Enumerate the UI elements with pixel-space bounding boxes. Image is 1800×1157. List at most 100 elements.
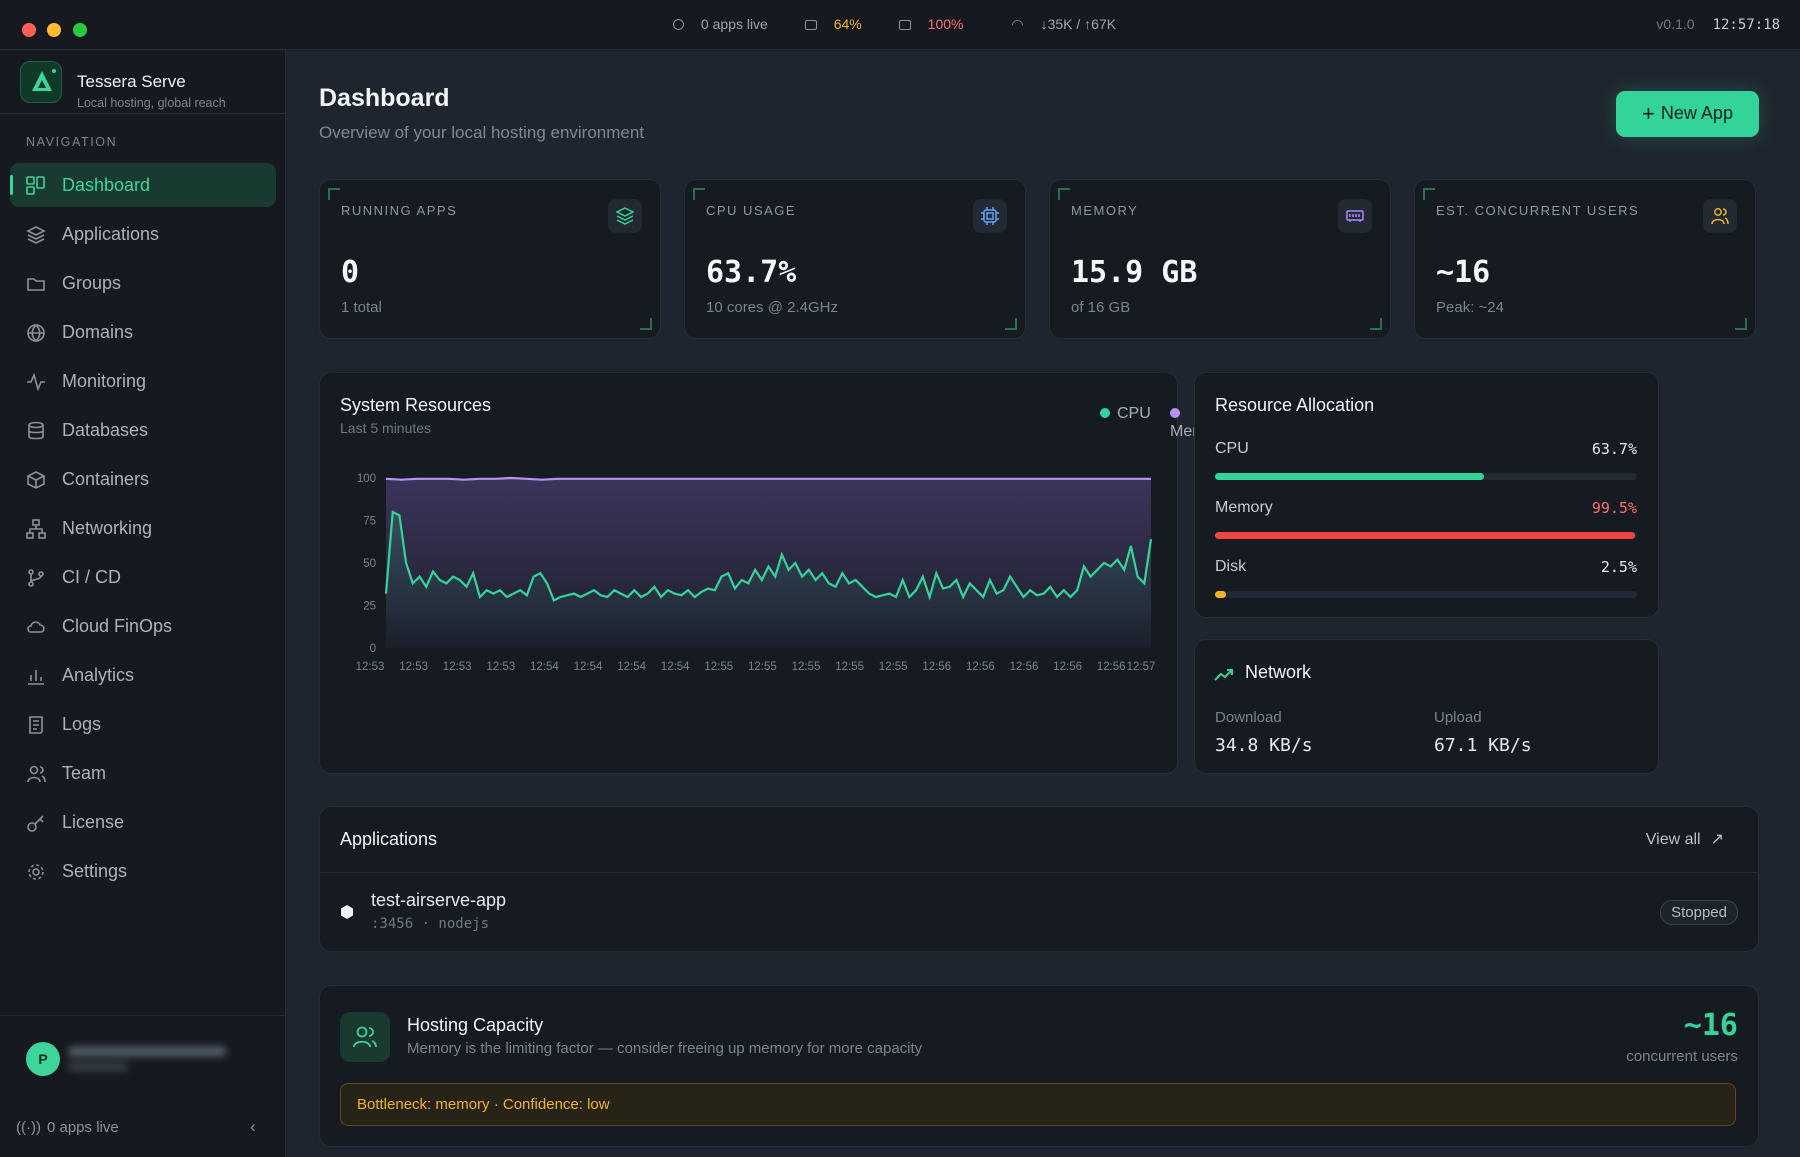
sidebar-item-networking[interactable]: Networking [10, 506, 276, 550]
x-tick-label: 12:56 [922, 661, 951, 673]
kpi-card-est-concurrent-users: EST. CONCURRENT USERS ~16 Peak: ~24 [1414, 179, 1756, 339]
y-tick-label: 0 [370, 643, 376, 655]
system-resources-card: System Resources Last 5 minutes CPU Memo… [319, 372, 1228, 774]
view-all-link[interactable]: View all ↗ [1646, 829, 1724, 849]
sidebar-item-logs[interactable]: Logs [10, 702, 276, 746]
kpi-label: RUNNING APPS [341, 203, 458, 218]
download-label: Download [1215, 709, 1282, 726]
capacity-unit: concurrent users [1626, 1048, 1738, 1065]
x-tick-label: 12:54 [617, 661, 646, 673]
sidebar-item-label: Containers [62, 469, 150, 489]
plus-icon: + [1642, 101, 1655, 126]
page-title: Dashboard [319, 84, 450, 112]
kpi-label: MEMORY [1071, 203, 1139, 218]
sidebar-item-domains[interactable]: Domains [10, 310, 276, 354]
sidebar-item-databases[interactable]: Databases [10, 408, 276, 452]
sidebar-item-containers[interactable]: Containers [10, 457, 276, 501]
cpu-status-value: 64% [833, 16, 862, 32]
brand-tagline: Local hosting, global reach [77, 96, 226, 110]
nav-section-title: NAVIGATION [26, 135, 118, 149]
sidebar-item-license[interactable]: License [10, 800, 276, 844]
sidebar-item-analytics[interactable]: Analytics [10, 653, 276, 697]
gear-icon [28, 864, 44, 880]
capacity-subtitle: Memory is the limiting factor — consider… [407, 1040, 923, 1057]
memory-status: 100% [898, 16, 975, 32]
corner-accent [1005, 318, 1017, 330]
sidebar-item-label: CI / CD [62, 567, 122, 587]
sidebar-item-label: Logs [62, 714, 102, 734]
status-strip: 0 apps live 64% 100% ◠ ↓35K / ↑67K [0, 16, 1800, 33]
x-tick-label: 12:53 [356, 661, 385, 673]
memory-icon [1338, 199, 1372, 233]
kpi-label: CPU USAGE [706, 203, 797, 218]
activity-icon [27, 372, 45, 392]
database-icon [28, 421, 44, 440]
sidebar-apps-live: ((·)) 0 apps live [16, 1119, 119, 1136]
sidebar-item-label: Monitoring [62, 371, 147, 391]
corner-accent [1423, 188, 1435, 200]
kpi-subtext: 1 total [341, 299, 382, 316]
apps-live-text: 0 apps live [700, 16, 768, 32]
kpi-value: ~16 [1436, 255, 1491, 290]
cpu-area [386, 512, 1151, 648]
users-icon [27, 765, 46, 783]
avatar[interactable]: P [26, 1042, 60, 1076]
allocation-label: CPU [1215, 440, 1249, 457]
sidebar-item-label: Settings [62, 861, 128, 881]
close-window-button[interactable] [22, 23, 36, 37]
allocation-value: 2.5% [1600, 558, 1637, 576]
sidebar-item-monitoring[interactable]: Monitoring [10, 359, 276, 403]
allocation-label: Disk [1215, 558, 1247, 575]
system-resources-title: System Resources [340, 395, 492, 415]
bar-chart-icon [28, 670, 44, 685]
kpi-value: 15.9 GB [1071, 255, 1198, 290]
corner-accent [640, 318, 652, 330]
capacity-value: ~16 [1683, 1008, 1738, 1043]
sidebar-item-groups[interactable]: Groups [10, 261, 276, 305]
sidebar-item-settings[interactable]: Settings [10, 849, 276, 893]
cpu-series-line [384, 510, 1153, 602]
x-tick-label: 12:56 [1053, 661, 1082, 673]
memory-icon [898, 20, 911, 30]
scroll-icon [29, 716, 43, 734]
applications-title: Applications [340, 829, 438, 849]
version-text: v0.1.0 [1656, 16, 1695, 32]
x-tick-label: 12:55 [835, 661, 864, 673]
bottleneck-banner: Bottleneck: memory · Confidence: low [340, 1083, 1736, 1126]
minimize-window-button[interactable] [47, 23, 61, 37]
sidebar-item-team[interactable]: Team [10, 751, 276, 795]
sidebar-item-cloud-finops[interactable]: Cloud FinOps [10, 604, 276, 648]
legend-cpu[interactable]: CPU [1100, 405, 1151, 423]
new-app-button[interactable]: + New App [1616, 91, 1759, 137]
hosting-capacity-card: Hosting Capacity Memory is the limiting … [319, 985, 1759, 1147]
trending-up-icon [1214, 669, 1233, 681]
upload-label: Upload [1434, 709, 1482, 726]
sidebar-item-applications[interactable]: Applications [10, 212, 276, 256]
kpi-card-running-apps: RUNNING APPS 0 1 total [319, 179, 661, 339]
capacity-users-icon [340, 1012, 390, 1062]
cloud-icon [27, 621, 45, 633]
allocation-value: 99.5% [1591, 499, 1637, 517]
network-status-value: ↓35K / ↑67K [1040, 16, 1117, 32]
brand[interactable]: Tessera Serve Local hosting, global reac… [20, 61, 280, 111]
git-branch-icon [28, 569, 44, 587]
table-row[interactable]: test-airserve-app :3456 · nodejs Stopped [320, 874, 1758, 952]
zoom-window-button[interactable] [73, 23, 87, 37]
sidebar-item-dashboard[interactable]: Dashboard [10, 163, 276, 207]
applications-header: Applications View all ↗ [320, 807, 1758, 873]
capacity-title: Hosting Capacity [407, 1015, 544, 1035]
sidebar-item-ci-cd[interactable]: CI / CD [10, 555, 276, 599]
y-tick-label: 25 [363, 601, 376, 613]
corner-accent [1370, 318, 1382, 330]
title-bar: 0 apps live 64% 100% ◠ ↓35K / ↑67K v0.1.0… [0, 0, 1800, 50]
network-status: ◠ ↓35K / ↑67K [1000, 16, 1127, 32]
collapse-sidebar-chevron-left-icon[interactable]: ‹ [250, 1117, 256, 1136]
x-tick-label: 12:54 [661, 661, 690, 673]
user-info-redacted [68, 1041, 228, 1071]
download-value: 34.8 KB/s [1215, 735, 1313, 756]
x-tick-label: 12:55 [792, 661, 821, 673]
progress-track [1215, 473, 1637, 480]
network-title: Network [1245, 662, 1312, 682]
x-tick-label: 12:55 [748, 661, 777, 673]
apps-live-status: 0 apps live [672, 16, 779, 32]
